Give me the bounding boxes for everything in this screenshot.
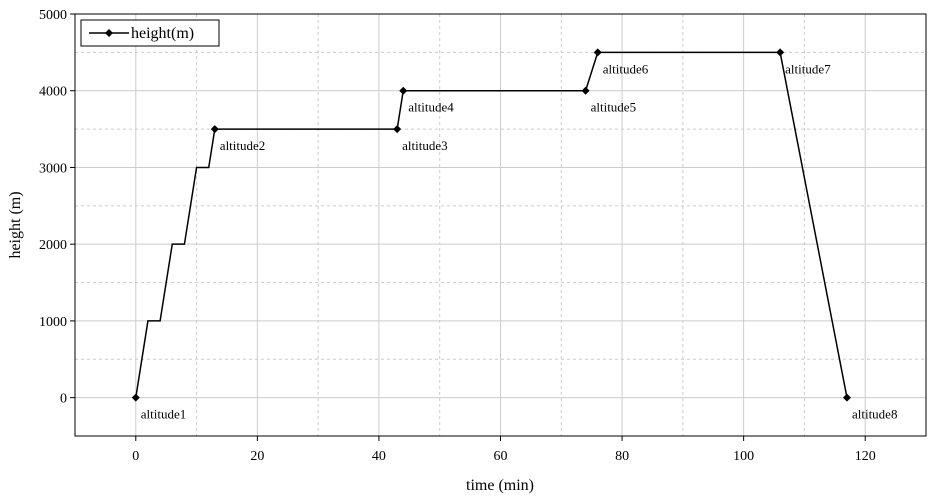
y-tick-label: 5000 — [39, 8, 67, 23]
marker — [776, 48, 785, 57]
x-tick-label: 0 — [132, 449, 139, 464]
x-tick-label: 80 — [615, 449, 629, 464]
legend-label: height(m) — [131, 25, 194, 42]
marker — [131, 393, 140, 402]
marker — [393, 125, 402, 134]
legend-marker — [105, 29, 113, 37]
line — [135, 51, 848, 398]
point-label: altitude8 — [852, 407, 898, 422]
x-tick-label: 60 — [494, 449, 508, 464]
marker — [842, 393, 851, 402]
point-label: altitude5 — [591, 100, 637, 115]
point-label: altitude2 — [220, 138, 265, 153]
x-tick-label: 40 — [372, 449, 386, 464]
marker — [210, 125, 219, 134]
point-label: altitude7 — [785, 61, 831, 76]
x-tick-label: 120 — [855, 449, 876, 464]
x-axis-label: time (min) — [466, 477, 534, 494]
plot-frame — [74, 13, 927, 437]
marker — [581, 86, 590, 95]
y-axis-label: height (m) — [7, 191, 24, 258]
marker — [399, 86, 408, 95]
marker — [593, 48, 602, 57]
y-tick-label: 0 — [60, 392, 67, 407]
x-tick-label: 20 — [250, 449, 264, 464]
point-label: altitude6 — [603, 61, 649, 76]
y-tick-label: 4000 — [39, 85, 67, 100]
point-label: altitude3 — [402, 138, 448, 153]
point-label: altitude4 — [408, 100, 454, 115]
y-tick-label: 2000 — [39, 238, 67, 253]
point-label: altitude1 — [141, 407, 187, 422]
y-tick-label: 1000 — [39, 315, 67, 330]
x-tick-label: 100 — [733, 449, 754, 464]
y-tick-label: 3000 — [39, 161, 67, 176]
